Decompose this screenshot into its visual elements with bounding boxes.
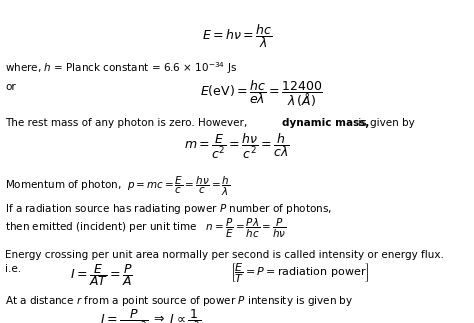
Text: i.e.: i.e.: [5, 264, 21, 274]
Text: is given by: is given by: [355, 118, 415, 128]
Text: $m = \dfrac{E}{c^2} = \dfrac{h\nu}{c^2} = \dfrac{h}{c\lambda}$: $m = \dfrac{E}{c^2} = \dfrac{h\nu}{c^2} …: [184, 132, 290, 161]
Text: $E(\mathrm{eV}) = \dfrac{hc}{e\lambda} = \dfrac{12400}{\lambda\,(\AA)}$: $E(\mathrm{eV}) = \dfrac{hc}{e\lambda} =…: [200, 78, 323, 109]
Text: or: or: [5, 82, 16, 92]
Text: Momentum of photon,  $p = mc = \dfrac{E}{c} = \dfrac{h\nu}{c} = \dfrac{h}{\lambd: Momentum of photon, $p = mc = \dfrac{E}{…: [5, 175, 230, 198]
Text: $\left[\dfrac{E}{T} = P = \mathrm{radiation\ power}\right]$: $\left[\dfrac{E}{T} = P = \mathrm{radiat…: [230, 262, 370, 286]
Text: If a radiation source has radiating power $P$ number of photons,: If a radiation source has radiating powe…: [5, 202, 332, 216]
Text: $I = \dfrac{P}{4\pi r^2} \;\Rightarrow\; I \propto \dfrac{1}{r^2}$: $I = \dfrac{P}{4\pi r^2} \;\Rightarrow\;…: [100, 308, 201, 323]
Text: The rest mass of any photon is zero. However,: The rest mass of any photon is zero. How…: [5, 118, 250, 128]
Text: $E = h\nu = \dfrac{hc}{\lambda}$: $E = h\nu = \dfrac{hc}{\lambda}$: [202, 22, 272, 50]
Text: where, $h$ = Planck constant = 6.6 $\times$ 10$^{-34}$ Js: where, $h$ = Planck constant = 6.6 $\tim…: [5, 60, 237, 76]
Text: Energy crossing per unit area normally per second is called intensity or energy : Energy crossing per unit area normally p…: [5, 250, 444, 260]
Text: then emitted (incident) per unit time   $n = \dfrac{P}{E} = \dfrac{P\lambda}{hc}: then emitted (incident) per unit time $n…: [5, 217, 287, 240]
Text: $I = \dfrac{E}{AT} = \dfrac{P}{A}$: $I = \dfrac{E}{AT} = \dfrac{P}{A}$: [70, 262, 133, 288]
Text: dynamic mass,: dynamic mass,: [282, 118, 369, 128]
Text: At a distance $r$ from a point source of power $P$ intensity is given by: At a distance $r$ from a point source of…: [5, 294, 353, 308]
